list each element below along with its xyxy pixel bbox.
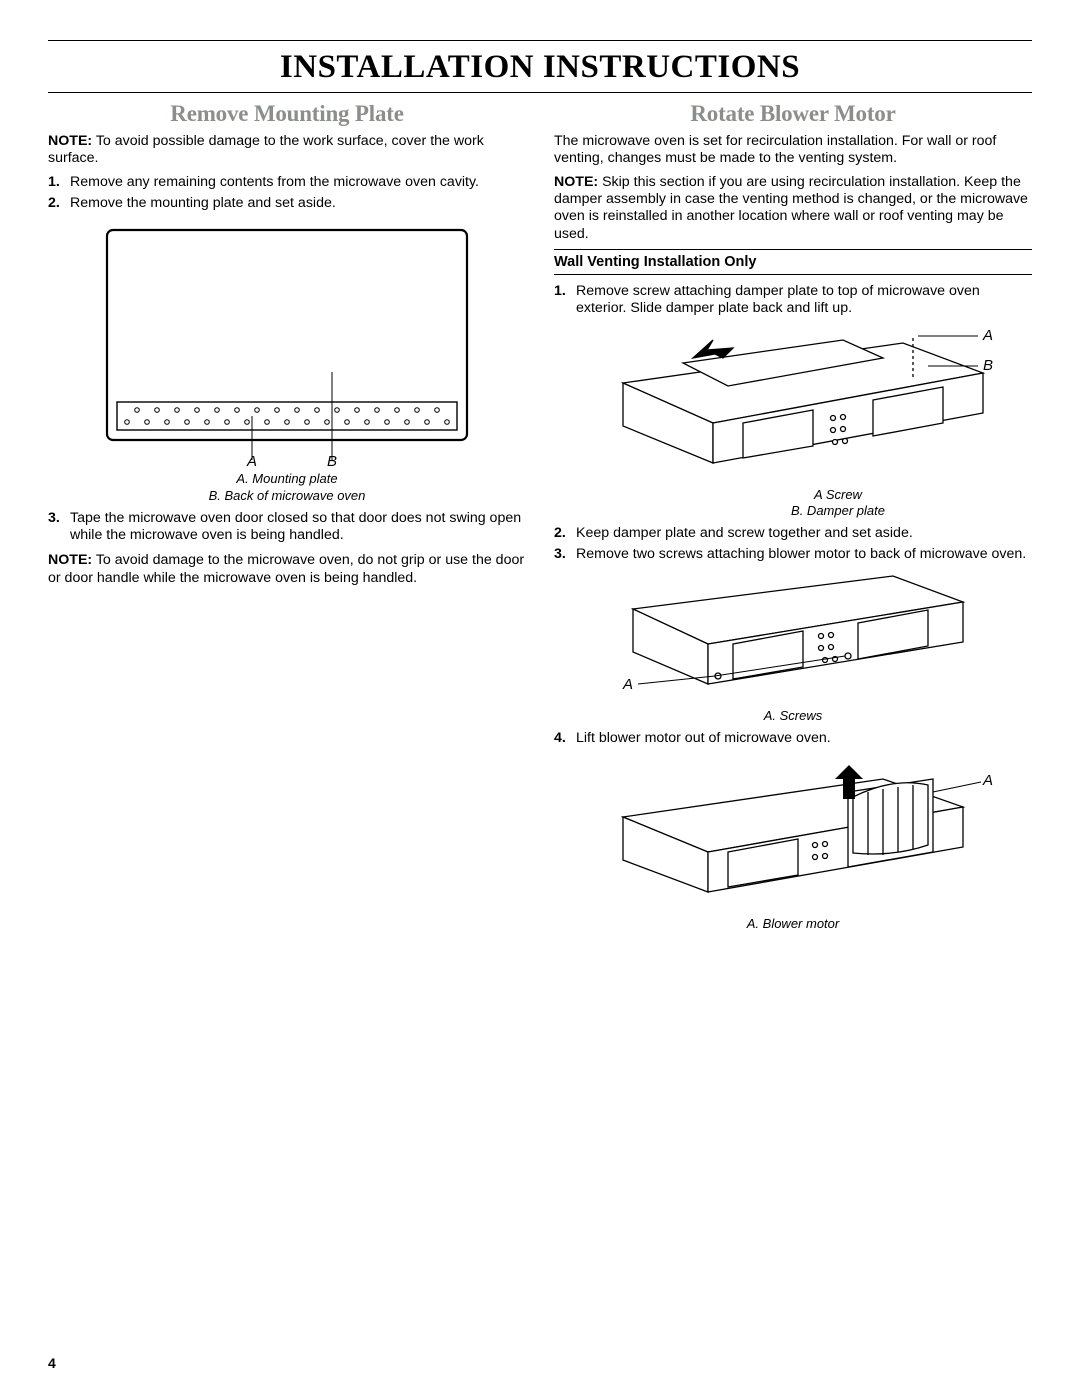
right-intro: The microwave oven is set for recirculat… xyxy=(554,133,1032,168)
svg-text:A: A xyxy=(622,676,633,693)
left-column: Remove Mounting Plate NOTE: To avoid pos… xyxy=(48,101,526,938)
left-step-2: 2.Remove the mounting plate and set asid… xyxy=(48,195,526,212)
right-column: Rotate Blower Motor The microwave oven i… xyxy=(554,101,1032,938)
blower-motor-diagram: A xyxy=(593,757,993,912)
right-fig3-caption: A. Blower motor xyxy=(554,916,1032,932)
left-steps-cont: 3.Tape the microwave oven door closed so… xyxy=(48,510,526,545)
left-fig1-caption: A. Mounting plate B. Back of microwave o… xyxy=(48,471,526,504)
svg-text:B: B xyxy=(983,357,993,374)
right-figure-2: A A. Screws xyxy=(554,574,1032,724)
right-steps-1: 1.Remove screw attaching damper plate to… xyxy=(554,283,1032,318)
page-number: 4 xyxy=(48,1355,56,1371)
right-step-3: 3.Remove two screws attaching blower mot… xyxy=(554,546,1032,563)
svg-text:A: A xyxy=(246,453,257,467)
right-note-label: NOTE: xyxy=(554,174,598,190)
right-note-body: Skip this section if you are using recir… xyxy=(554,174,1028,242)
screws-diagram: A xyxy=(603,574,983,704)
right-figure-1: A B A Screw B. Damper plate xyxy=(554,328,1032,520)
svg-text:B: B xyxy=(327,453,337,467)
left-steps: 1.Remove any remaining contents from the… xyxy=(48,174,526,213)
left-note: NOTE: To avoid possible damage to the wo… xyxy=(48,133,526,168)
top-rule xyxy=(48,40,1032,41)
left-step-3: 3.Tape the microwave oven door closed so… xyxy=(48,510,526,545)
mounting-plate-diagram: A B xyxy=(97,222,477,467)
note2-body: To avoid damage to the microwave oven, d… xyxy=(48,552,524,585)
right-step-4: 4.Lift blower motor out of microwave ove… xyxy=(554,730,1032,747)
right-fig2-caption: A. Screws xyxy=(554,708,1032,724)
right-note: NOTE: Skip this section if you are using… xyxy=(554,174,1032,243)
note-body: To avoid possible damage to the work sur… xyxy=(48,133,484,166)
damper-plate-diagram: A B xyxy=(583,328,1003,483)
left-step-1: 1.Remove any remaining contents from the… xyxy=(48,174,526,191)
right-steps-2: 2.Keep damper plate and screw together a… xyxy=(554,525,1032,564)
right-step-1: 1.Remove screw attaching damper plate to… xyxy=(554,283,1032,318)
right-figure-3: A A. Blower motor xyxy=(554,757,1032,932)
page-title: INSTALLATION INSTRUCTIONS xyxy=(48,45,1032,93)
sub-heading: Wall Venting Installation Only xyxy=(554,254,756,270)
left-figure-1: A B A. Mounting plate B. Back of microwa… xyxy=(48,222,526,504)
left-note-2: NOTE: To avoid damage to the microwave o… xyxy=(48,552,526,587)
svg-text:A: A xyxy=(982,328,993,344)
note-label: NOTE: xyxy=(48,133,92,149)
svg-text:A: A xyxy=(982,772,993,789)
two-column-layout: Remove Mounting Plate NOTE: To avoid pos… xyxy=(48,101,1032,938)
right-steps-3: 4.Lift blower motor out of microwave ove… xyxy=(554,730,1032,747)
right-fig1-caption: A Screw B. Damper plate xyxy=(554,487,1032,520)
right-heading: Rotate Blower Motor xyxy=(554,101,1032,127)
right-step-2: 2.Keep damper plate and screw together a… xyxy=(554,525,1032,542)
sub-heading-rule: Wall Venting Installation Only xyxy=(554,249,1032,275)
left-heading: Remove Mounting Plate xyxy=(48,101,526,127)
note2-label: NOTE: xyxy=(48,552,92,568)
